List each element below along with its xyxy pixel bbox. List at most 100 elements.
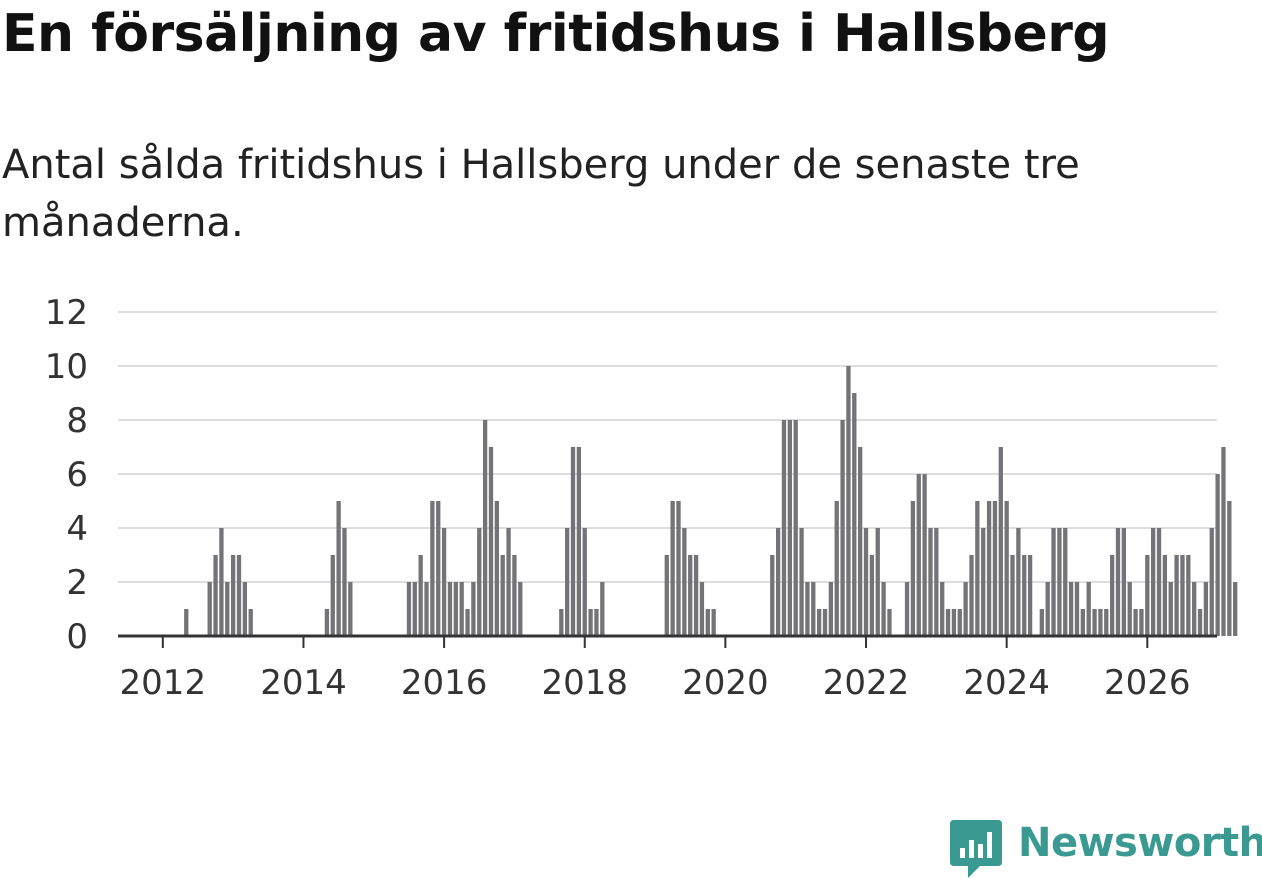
bar bbox=[1127, 582, 1132, 636]
bar bbox=[863, 528, 869, 636]
bar bbox=[693, 555, 699, 636]
bar bbox=[934, 528, 939, 636]
bar bbox=[664, 555, 669, 636]
bar bbox=[1074, 582, 1080, 636]
bar bbox=[1068, 582, 1074, 636]
bar bbox=[1139, 609, 1144, 636]
bar bbox=[904, 582, 910, 636]
bar bbox=[1162, 555, 1168, 636]
x-tick-label: 2020 bbox=[682, 663, 769, 703]
bar bbox=[570, 447, 576, 636]
bar bbox=[793, 420, 798, 636]
bar bbox=[781, 420, 787, 636]
x-tick-label: 2012 bbox=[120, 663, 207, 703]
bar bbox=[1197, 609, 1203, 636]
x-tick-label: 2022 bbox=[823, 663, 910, 703]
bar bbox=[1004, 501, 1009, 636]
bar bbox=[1156, 528, 1162, 636]
y-tick-label: 4 bbox=[66, 509, 88, 549]
bar bbox=[576, 447, 582, 636]
y-tick-label: 6 bbox=[66, 455, 88, 495]
page-title: En försäljning av fritidshus i Hallsberg bbox=[2, 4, 1110, 64]
y-tick-label: 10 bbox=[45, 347, 88, 387]
bar bbox=[1168, 582, 1173, 636]
y-tick-label: 2 bbox=[66, 563, 88, 603]
bar bbox=[184, 609, 189, 636]
bar bbox=[1215, 474, 1220, 636]
bar bbox=[219, 528, 224, 636]
y-tick-label: 0 bbox=[66, 617, 88, 657]
bar bbox=[418, 555, 423, 636]
bar bbox=[840, 420, 845, 636]
bar bbox=[471, 582, 476, 636]
bar bbox=[975, 501, 980, 636]
page-subtitle: Antal sålda fritidshus i Hallsberg under… bbox=[2, 142, 1080, 246]
bar bbox=[992, 501, 998, 636]
bar bbox=[1027, 555, 1033, 636]
bar bbox=[330, 555, 335, 636]
bar bbox=[1227, 501, 1232, 636]
x-tick-label: 2024 bbox=[963, 663, 1050, 703]
bar bbox=[986, 501, 992, 636]
bar bbox=[465, 609, 470, 636]
bar bbox=[852, 393, 857, 636]
bar bbox=[922, 474, 927, 636]
bar bbox=[1109, 555, 1115, 636]
bar bbox=[811, 582, 816, 636]
bar bbox=[1098, 609, 1103, 636]
bar bbox=[963, 582, 968, 636]
bar bbox=[881, 582, 886, 636]
bar bbox=[1039, 609, 1044, 636]
bar bbox=[582, 528, 587, 636]
bar bbox=[1057, 528, 1062, 636]
y-tick-label: 8 bbox=[66, 401, 88, 441]
bar bbox=[945, 609, 951, 636]
x-tick-label: 2018 bbox=[541, 663, 628, 703]
bar bbox=[775, 528, 781, 636]
bar bbox=[600, 582, 605, 636]
bar bbox=[1192, 582, 1197, 636]
bar bbox=[324, 609, 330, 636]
bar bbox=[477, 528, 482, 636]
bar bbox=[500, 555, 505, 636]
bar bbox=[981, 528, 986, 636]
bar bbox=[770, 555, 775, 636]
bar bbox=[940, 582, 945, 636]
bar bbox=[1233, 582, 1238, 636]
bar bbox=[436, 501, 441, 636]
bar bbox=[453, 582, 458, 636]
bar bbox=[699, 582, 705, 636]
bar bbox=[816, 609, 822, 636]
bar bbox=[799, 528, 804, 636]
bar bbox=[828, 582, 834, 636]
bar bbox=[336, 501, 341, 636]
bar bbox=[969, 555, 974, 636]
bar bbox=[705, 609, 710, 636]
bar bbox=[682, 528, 687, 636]
bar bbox=[1010, 555, 1015, 636]
bar bbox=[951, 609, 957, 636]
bar-chart: 0 2 4 6 8 10 12 2012 2014 2016 2018 2020 2022 2024 202… bbox=[45, 293, 1238, 703]
bar bbox=[482, 420, 488, 636]
bar bbox=[916, 474, 921, 636]
bar bbox=[1221, 447, 1226, 636]
newsworthy-bar-chart-icon bbox=[950, 820, 1002, 878]
bar bbox=[488, 447, 494, 636]
bar bbox=[441, 528, 447, 636]
bar bbox=[834, 501, 839, 636]
bar bbox=[1086, 582, 1091, 636]
bar bbox=[887, 609, 892, 636]
bar bbox=[459, 582, 464, 636]
bar bbox=[1045, 582, 1050, 636]
bar bbox=[670, 501, 675, 636]
bar bbox=[846, 366, 851, 636]
bar bbox=[875, 528, 880, 636]
x-tick-label: 2026 bbox=[1104, 663, 1191, 703]
bar bbox=[998, 447, 1003, 636]
y-tick-label: 12 bbox=[45, 293, 88, 333]
bar bbox=[430, 501, 435, 636]
bar bbox=[1115, 528, 1121, 636]
bar bbox=[230, 555, 236, 636]
bar bbox=[1186, 555, 1191, 636]
bar bbox=[512, 555, 517, 636]
